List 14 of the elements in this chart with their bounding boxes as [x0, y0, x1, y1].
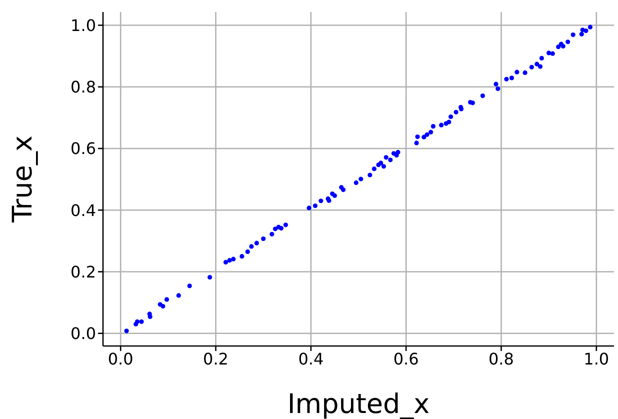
y-tick-label: 0.4	[70, 200, 96, 220]
y-tick-label: 0.6	[70, 139, 96, 158]
x-tick-label: 0.0	[108, 349, 134, 368]
y-tick-label: 1.0	[70, 16, 96, 35]
x-tick-label: 0.8	[488, 349, 514, 368]
y-axis-title: True_x	[8, 136, 39, 224]
y-tick-label: 0.0	[70, 324, 96, 344]
x-tick-label: 0.4	[298, 349, 324, 368]
y-tick-label: 0.2	[70, 262, 96, 282]
x-axis-title: Imputed_x	[287, 389, 430, 419]
x-tick-label: 1.0	[584, 349, 610, 368]
x-tick-label: 0.2	[203, 349, 228, 368]
x-tick-label: 0.6	[393, 349, 419, 368]
y-tick-label: 0.8	[70, 78, 96, 97]
